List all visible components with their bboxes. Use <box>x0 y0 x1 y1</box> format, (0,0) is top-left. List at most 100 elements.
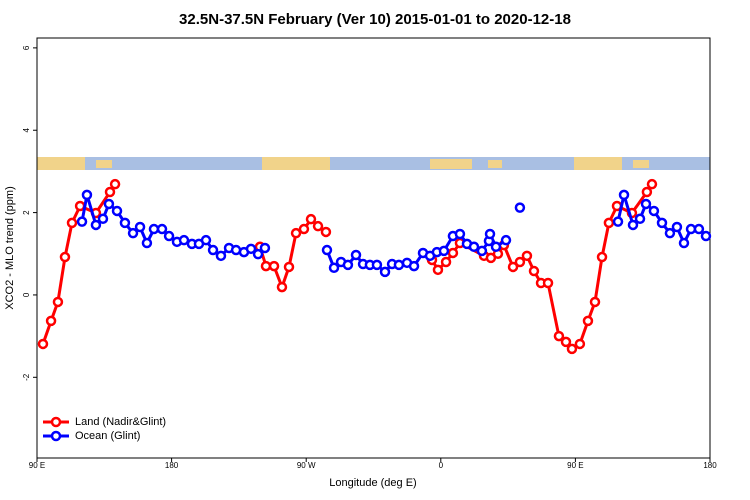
data-point <box>671 221 683 233</box>
data-point <box>111 205 123 217</box>
data-point <box>656 217 668 229</box>
data-point <box>207 244 219 256</box>
data-point <box>627 219 639 231</box>
data-point <box>589 296 601 308</box>
data-point <box>447 247 459 259</box>
data-point <box>276 281 288 293</box>
data-point <box>141 237 153 249</box>
data-point <box>566 343 578 355</box>
data-point <box>646 178 658 190</box>
data-point <box>103 198 115 210</box>
data-point <box>66 217 78 229</box>
data-point <box>476 245 488 257</box>
map-strip <box>37 157 710 170</box>
data-point <box>290 227 302 239</box>
data-point <box>603 217 615 229</box>
data-point <box>664 227 676 239</box>
y-tick-label: 2 <box>22 210 31 215</box>
y-tick-label: 4 <box>22 127 31 132</box>
x-tick-label: 90 E <box>567 461 583 470</box>
data-point <box>408 260 420 272</box>
data-point <box>393 259 405 271</box>
data-point <box>97 213 109 225</box>
data-point <box>245 243 257 255</box>
x-tick-label: 180 <box>703 461 717 470</box>
data-point <box>259 242 271 254</box>
data-point <box>438 245 450 257</box>
data-point <box>109 178 121 190</box>
data-point <box>634 213 646 225</box>
land-band <box>488 160 502 168</box>
land-band <box>262 157 330 170</box>
data-point <box>521 250 533 262</box>
data-point <box>641 186 653 198</box>
x-tick-label: 180 <box>165 461 179 470</box>
data-point <box>528 265 540 277</box>
y-axis-label: XCO2 - MLO trend (ppm) <box>4 186 16 309</box>
data-point <box>514 256 526 268</box>
data-point <box>440 256 452 268</box>
data-point <box>45 315 57 327</box>
data-point <box>321 244 333 256</box>
data-point <box>542 277 554 289</box>
x-tick-label: 90 W <box>297 461 316 470</box>
land-band <box>37 157 85 170</box>
data-point <box>76 216 88 227</box>
data-point <box>490 241 502 253</box>
data-point <box>700 230 712 242</box>
data-point <box>298 223 310 235</box>
data-point <box>52 296 64 308</box>
plot-frame <box>36 37 711 459</box>
data-point <box>90 219 102 231</box>
y-tick-label: -2 <box>22 373 31 381</box>
data-point <box>678 237 690 249</box>
data-point <box>104 186 116 198</box>
legend-marker <box>50 416 62 428</box>
data-point <box>371 259 383 271</box>
data-point <box>268 260 280 272</box>
data-point <box>574 338 586 350</box>
data-point <box>163 230 175 242</box>
data-point <box>500 234 512 246</box>
data-point <box>350 249 362 261</box>
x-tick-label: 90 E <box>29 461 45 470</box>
data-point <box>37 338 49 350</box>
ocean-band <box>37 157 710 170</box>
data-point <box>640 198 652 210</box>
data-point <box>454 228 466 240</box>
land-band <box>574 157 622 170</box>
data-point <box>560 336 572 348</box>
data-point <box>283 261 295 273</box>
land-band <box>633 160 649 168</box>
x-tick-label: 0 <box>439 461 444 470</box>
data-point <box>432 264 444 276</box>
data-point <box>178 234 190 246</box>
data-point <box>648 205 660 217</box>
land-band <box>96 160 112 168</box>
data-point <box>312 220 324 232</box>
data-point <box>342 259 354 271</box>
data-point <box>693 223 705 235</box>
data-point <box>305 213 317 225</box>
data-point <box>59 251 71 263</box>
legend-marker <box>50 430 62 442</box>
data-point <box>553 330 565 342</box>
x-axis-label: Longitude (deg E) <box>329 477 416 489</box>
data-point <box>618 189 630 201</box>
data-point <box>127 227 139 239</box>
legend-label: Land (Nadir&Glint) <box>75 416 166 428</box>
data-point <box>328 262 340 274</box>
data-point <box>582 315 594 327</box>
data-point <box>468 241 480 253</box>
chart-title: 32.5N-37.5N February (Ver 10) 2015-01-01… <box>179 11 571 28</box>
y-tick-label: 0 <box>22 292 31 297</box>
data-point <box>260 260 272 272</box>
data-point <box>134 221 146 233</box>
data-point <box>514 202 526 213</box>
data-point <box>252 248 264 260</box>
data-point <box>200 234 212 246</box>
data-point <box>379 266 391 278</box>
land-band <box>430 159 472 169</box>
data-point <box>156 223 168 235</box>
